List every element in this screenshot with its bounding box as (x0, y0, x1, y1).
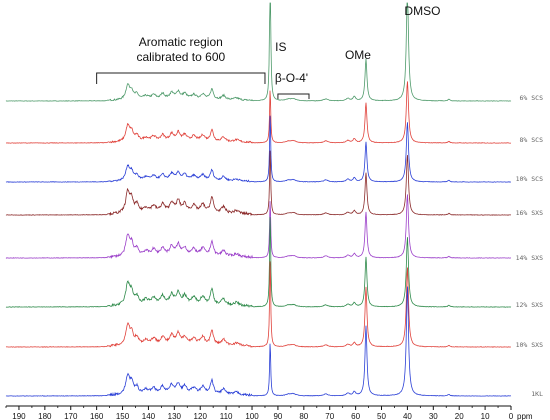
x-tick-label: 130 (168, 412, 182, 420)
x-axis-ticks: 190 180 170 160 150 140 130 120 110 100 90 80 70 60 50… (5, 406, 514, 420)
aromatic-region-label-line2: calibrated to 600 (136, 50, 225, 64)
x-tick-label: 40 (403, 412, 412, 420)
x-tick-label: 80 (299, 412, 308, 420)
dmso-label: DMSO (404, 4, 440, 18)
x-axis: 190 180 170 160 150 140 130 120 110 100 90 80 70 60 50… (5, 405, 533, 420)
x-tick-label: 90 (273, 412, 282, 420)
spectrum-trace-6-scs (5, 2, 512, 102)
aromatic-region-label-line1: Aromatic region (139, 35, 223, 49)
x-tick-label: 140 (142, 412, 156, 420)
beta-o-4-label: β-O-4' (275, 71, 308, 85)
x-tick-label: 60 (351, 412, 360, 420)
x-tick-label: 100 (245, 412, 259, 420)
is-label: IS (275, 40, 286, 54)
x-tick-label: 30 (429, 412, 438, 420)
x-tick-label: 150 (116, 412, 130, 420)
spectrum-trace-8-scs (6, 81, 512, 144)
annotations: Aromatic region calibrated to 600 IS β-O… (96, 4, 440, 99)
series-label: 16% SXS (516, 209, 543, 217)
series-label: 10% SXS (516, 341, 543, 349)
spectrum-trace-14-sxs (5, 194, 512, 260)
series-label: 6% SCS (520, 94, 544, 102)
x-tick-label: 10 (481, 412, 490, 420)
x-axis-label: ppm (517, 412, 533, 420)
series-label: 8% SCS (520, 136, 544, 144)
x-tick-label: 160 (90, 412, 104, 420)
beta-o-4-bracket (277, 93, 310, 99)
aromatic-region-bracket (96, 72, 266, 84)
x-tick-label: 70 (325, 412, 334, 420)
series-label: 14% SXS (516, 254, 543, 262)
x-tick-label: 20 (455, 412, 464, 420)
series-label: 1KL (531, 390, 543, 398)
x-tick-label: 170 (64, 412, 78, 420)
x-tick-label: 50 (377, 412, 386, 420)
x-tick-label: 180 (38, 412, 52, 420)
spectrum-trace-10-scs (5, 115, 511, 183)
ome-label: OMe (345, 48, 371, 62)
spectra-traces: 6% SCS 8% SCS 10% SCS 16% SXS 14% SXS 12% SXS… (5, 2, 544, 398)
spectrum-trace-12-sxs (5, 217, 512, 308)
x-tick-label: 120 (194, 412, 208, 420)
spectrum-trace-10-sxs (5, 261, 511, 348)
spectrum-trace-1kl (5, 286, 512, 397)
x-tick-label: 0 (509, 412, 514, 420)
spectrum-trace-16-sxs (5, 150, 512, 217)
series-label: 10% SCS (516, 175, 543, 183)
x-tick-label: 110 (220, 412, 233, 420)
series-label: 12% SXS (516, 301, 543, 309)
x-tick-label: 190 (12, 412, 26, 420)
